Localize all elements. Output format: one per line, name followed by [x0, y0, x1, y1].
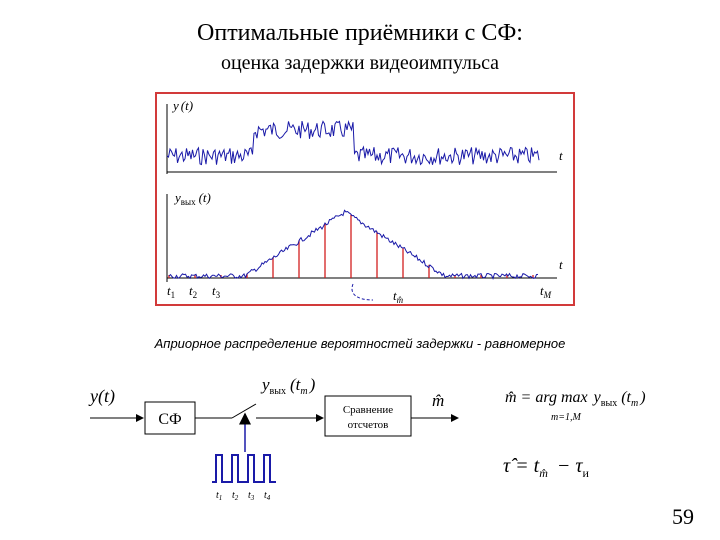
- signal-plots: y (t) t yвых (t) t t1 t2 t3 tm̂ tM: [166, 98, 563, 305]
- compare-label-line2: отсчетов: [348, 419, 389, 431]
- signal-plots-frame: y (t) t yвых (t) t t1 t2 t3 tm̂ tM: [155, 92, 575, 306]
- bottom-t-label: t: [559, 257, 563, 272]
- compare-label-line1: Сравнение: [343, 404, 393, 416]
- pulse-t3: t3: [248, 490, 255, 502]
- sampling-switch: [231, 403, 257, 419]
- formula-argmax-range: m=1,M: [551, 412, 581, 423]
- pulse-t1: t1: [216, 490, 222, 502]
- output-label: m̂: [432, 391, 444, 410]
- slide-subtitle: оценка задержки видеоимпульса: [220, 52, 500, 74]
- top-y-label: y (t): [171, 98, 193, 113]
- pulse-t2: t2: [232, 490, 239, 502]
- top-t-label: t: [559, 148, 563, 163]
- compare-block: [324, 395, 412, 437]
- slide-title: Оптимальные приёмники с СФ:: [197, 20, 523, 46]
- block-diagram: y(t) СФ Сравнение отсчетов m̂ yвых (tm) t…: [88, 375, 646, 502]
- sampling-pulses: [212, 454, 276, 483]
- tick-t3: t3: [212, 283, 221, 300]
- tick-tm: tm̂: [393, 288, 404, 304]
- tick-tM: tM: [540, 283, 552, 300]
- page-number: 59: [672, 504, 694, 529]
- filter-output-trace: [168, 209, 539, 280]
- bottom-y-label: yвых (t): [173, 190, 211, 207]
- formula-delay: τ̂ = tm̂ − τи: [503, 455, 590, 480]
- tick-t1: t1: [167, 283, 175, 300]
- prior-distribution-note: Априорное распределение вероятностей зад…: [154, 336, 566, 351]
- matched-filter-block: [144, 401, 196, 435]
- formula-argmax: m̂ = arg max yвых (tm): [505, 389, 646, 409]
- pulse-t4: t4: [264, 490, 271, 502]
- input-label: y(t): [88, 386, 115, 407]
- sample-stems: [168, 214, 534, 278]
- tick-t2: t2: [189, 283, 197, 300]
- received-signal-trace: [166, 120, 540, 166]
- tm-pointer: [351, 283, 374, 301]
- matched-filter-label: СФ: [158, 411, 181, 428]
- sample-label: yвых (tm): [260, 375, 316, 397]
